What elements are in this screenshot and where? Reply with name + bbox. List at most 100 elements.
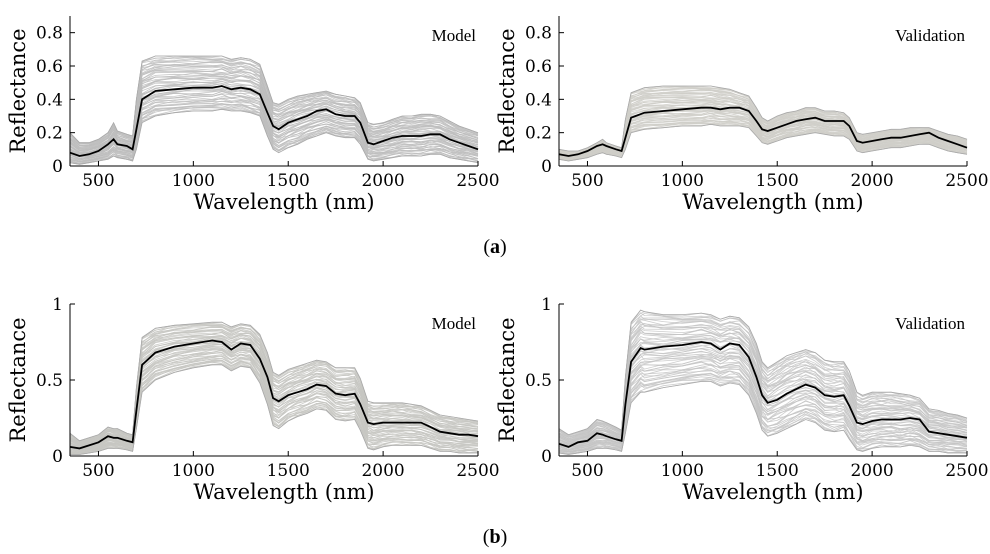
spectrum-line xyxy=(69,88,479,158)
caption-b-letter: b xyxy=(489,526,501,548)
x-tick-label: 2500 xyxy=(456,171,499,191)
x-tick-label: 2000 xyxy=(850,461,893,481)
x-tick-label: 2000 xyxy=(850,171,893,191)
spectrum-line xyxy=(558,355,967,449)
x-tick-label: 500 xyxy=(571,171,603,191)
spectrum-line xyxy=(69,335,479,446)
x-tick-label: 1000 xyxy=(661,461,704,481)
spectrum-line xyxy=(69,66,479,148)
caption-a: (a) xyxy=(483,236,507,258)
x-tick-label: 2500 xyxy=(456,461,499,481)
lower-envelope-line xyxy=(70,364,478,455)
y-tick-label: 0.5 xyxy=(525,371,552,391)
y-tick-label: 0.2 xyxy=(525,124,552,144)
upper-envelope-line xyxy=(558,85,968,152)
x-axis-label: Wavelength (nm) xyxy=(682,190,863,214)
spectrum-line xyxy=(558,323,968,439)
y-tick-label: 0 xyxy=(541,447,552,467)
spectrum-line xyxy=(69,330,479,445)
panel-title: Validation xyxy=(895,314,965,333)
caption-b: (b) xyxy=(482,526,508,548)
y-tick-label: 0.4 xyxy=(36,90,63,110)
x-tick-label: 2500 xyxy=(945,171,988,191)
y-tick-label: 0 xyxy=(541,157,552,177)
panel-title: Model xyxy=(432,26,477,45)
spectrum-line xyxy=(558,311,968,436)
x-tick-label: 1500 xyxy=(756,171,799,191)
spectrum-line xyxy=(558,322,968,438)
spectrum-line xyxy=(558,338,968,443)
y-tick-label: 0.4 xyxy=(525,90,552,110)
y-axis-label: Reflectance xyxy=(6,28,30,153)
mean-spectrum-line xyxy=(558,341,968,448)
spectra-band xyxy=(69,321,479,455)
y-tick-label: 0.8 xyxy=(525,24,552,44)
spectrum-line xyxy=(69,56,479,145)
y-tick-label: 0.6 xyxy=(36,57,63,77)
spectrum-line xyxy=(69,90,479,157)
x-axis-label: Wavelength (nm) xyxy=(193,190,374,214)
chart-panel-2: 0 0.2 0.4 0.6 0.8 500 1000 1500 2000 2500 Waveleng… xyxy=(495,16,989,214)
y-tick-label: 1 xyxy=(52,295,63,315)
y-tick-label: 0 xyxy=(52,447,63,467)
x-tick-label: 1500 xyxy=(267,461,310,481)
spectrum-line xyxy=(69,355,479,452)
spectrum-line xyxy=(69,60,479,146)
spectrum-line xyxy=(69,74,479,152)
y-tick-label: 0.2 xyxy=(36,124,63,144)
spectrum-line xyxy=(69,333,479,446)
y-tick-label: 0.5 xyxy=(36,371,63,391)
panel-title: Validation xyxy=(895,26,965,45)
spectrum-line xyxy=(69,103,479,163)
spectrum-line xyxy=(69,65,479,148)
spectrum-line xyxy=(69,327,479,443)
spectrum-line xyxy=(558,364,968,451)
x-tick-label: 2000 xyxy=(361,171,404,191)
chart-panel-1: 0 0.2 0.4 0.6 0.8 500 1000 1500 2000 2500 Waveleng… xyxy=(6,16,500,214)
spectrum-line xyxy=(558,335,968,442)
spectrum-line xyxy=(69,360,479,454)
lower-envelope-line xyxy=(69,108,479,165)
y-axis-label: Reflectance xyxy=(6,317,30,442)
mean-spectrum-line xyxy=(69,339,479,450)
upper-envelope-line xyxy=(69,321,479,442)
spectrum-line xyxy=(558,325,968,440)
spectrum-line xyxy=(69,337,479,447)
upper-envelope-line xyxy=(558,309,968,436)
panel-title: Model xyxy=(432,314,477,333)
x-tick-label: 500 xyxy=(571,461,603,481)
y-axis-label: Reflectance xyxy=(495,28,519,153)
x-tick-label: 2500 xyxy=(945,461,988,481)
spectrum-line xyxy=(69,73,479,150)
mean-spectrum-line xyxy=(558,106,968,157)
y-tick-label: 0.8 xyxy=(36,24,63,44)
lower-envelope-line xyxy=(558,123,968,162)
x-tick-label: 500 xyxy=(82,461,114,481)
spectrum-line xyxy=(558,361,968,450)
spectrum-line xyxy=(558,337,968,443)
spectrum-line xyxy=(69,338,479,447)
spectrum-line xyxy=(69,93,479,160)
x-tick-label: 1000 xyxy=(661,171,704,191)
y-axis-label: Reflectance xyxy=(495,317,519,442)
spectra-band xyxy=(69,55,479,165)
mean-spectrum-line xyxy=(69,85,479,157)
x-axis-label: Wavelength (nm) xyxy=(193,480,374,504)
spectrum-line xyxy=(558,312,968,437)
x-tick-label: 500 xyxy=(82,171,114,191)
spectrum-line xyxy=(69,97,479,161)
spectrum-line xyxy=(558,374,968,453)
y-tick-label: 0.6 xyxy=(525,57,552,77)
x-axis-label: Wavelength (nm) xyxy=(682,480,863,504)
y-tick-label: 0 xyxy=(52,157,63,177)
x-tick-label: 2000 xyxy=(361,461,404,481)
spectrum-line xyxy=(69,329,479,445)
x-tick-label: 1000 xyxy=(172,171,215,191)
x-tick-label: 1500 xyxy=(756,461,799,481)
caption-a-letter: a xyxy=(490,236,500,258)
spectrum-line xyxy=(69,324,479,443)
x-tick-label: 1500 xyxy=(267,171,310,191)
